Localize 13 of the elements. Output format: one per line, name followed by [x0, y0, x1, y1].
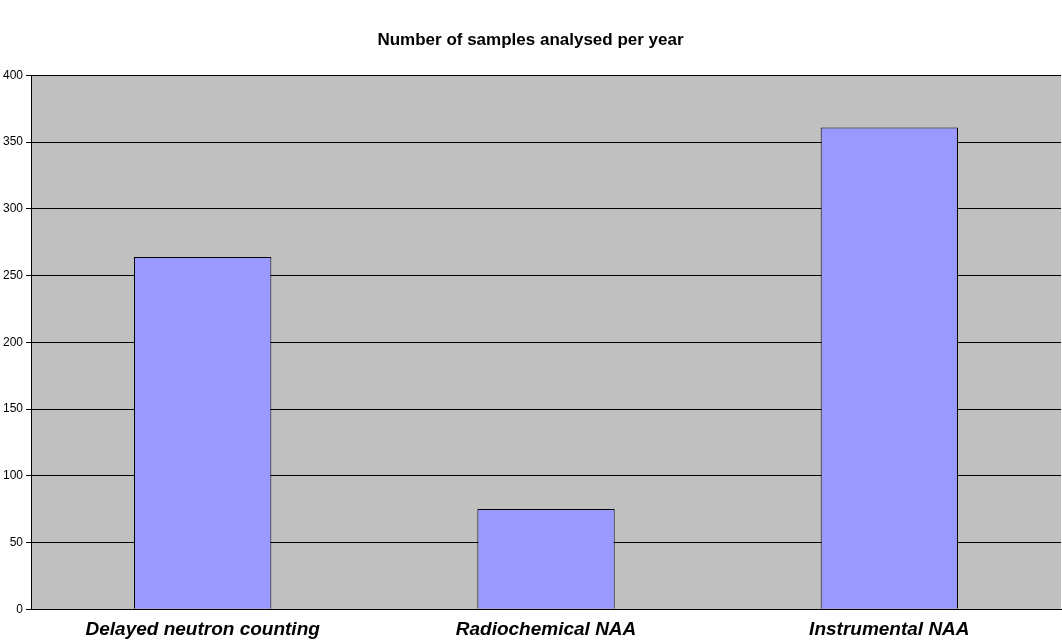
y-tick-label: 150 — [2, 401, 24, 416]
y-tick-label: 200 — [2, 334, 24, 349]
x-tick-label: Delayed neutron counting — [85, 617, 321, 639]
y-tick-label: 350 — [2, 134, 24, 149]
chart-title: Number of samples analysed per year — [377, 29, 684, 49]
y-tick-label: 100 — [2, 468, 24, 483]
x-tick-label: Instrumental NAA — [809, 617, 970, 639]
y-tick-label: 0 — [16, 601, 24, 616]
y-tick-label: 50 — [9, 534, 24, 549]
x-tick-label: Radiochemical NAA — [455, 617, 637, 639]
y-tick-label: 400 — [2, 67, 24, 82]
y-tick-label: 250 — [2, 267, 24, 282]
y-tick-label: 300 — [2, 201, 24, 216]
